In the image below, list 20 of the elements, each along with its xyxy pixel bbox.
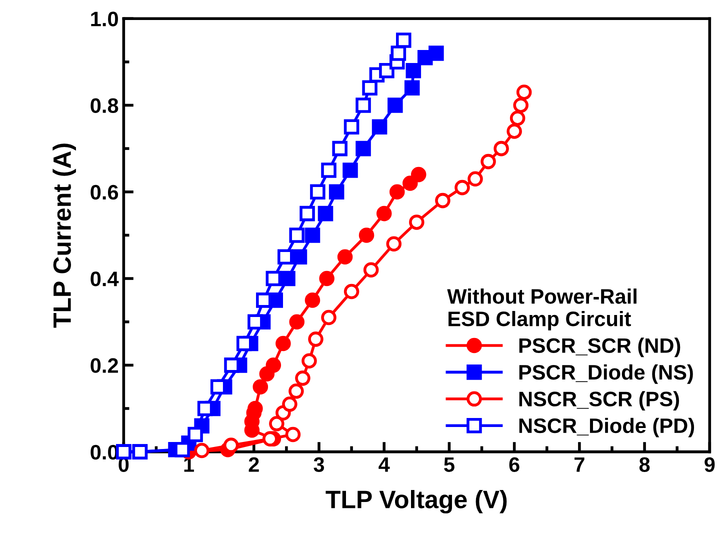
y-tick-label: 1.0 (91, 12, 118, 26)
y-tick-label: 0.8 (90, 98, 118, 113)
x-tick-label: 5 (444, 457, 454, 472)
y-tick-label: 0.6 (90, 184, 118, 200)
legend-label: NSCR_SCR (PS) (519, 391, 679, 411)
y-tick-label: 0.4 (90, 272, 119, 286)
legend-label: PSCR_Diode (NS) (519, 364, 693, 384)
x-tick-label: 8 (639, 457, 650, 472)
x-tick-label: 6 (509, 457, 520, 472)
legend-title: Without Power-Rail ESD Clamp Circuit (447, 288, 636, 330)
y-tick-label: 0.2 (90, 358, 118, 373)
y-axis-title: TLP Current (A) (52, 144, 76, 328)
x-tick-label: 7 (574, 457, 584, 472)
x-tick-label: 2 (248, 457, 259, 472)
legend-label: PSCR_SCR (ND) (519, 338, 680, 358)
x-tick-label: 4 (378, 457, 390, 472)
legend-label: NSCR_Diode (PD) (519, 418, 694, 438)
x-tick-label: 3 (314, 457, 324, 472)
x-axis-title: TLP Voltage (V) (326, 490, 507, 514)
x-tick-label: 9 (704, 457, 715, 472)
